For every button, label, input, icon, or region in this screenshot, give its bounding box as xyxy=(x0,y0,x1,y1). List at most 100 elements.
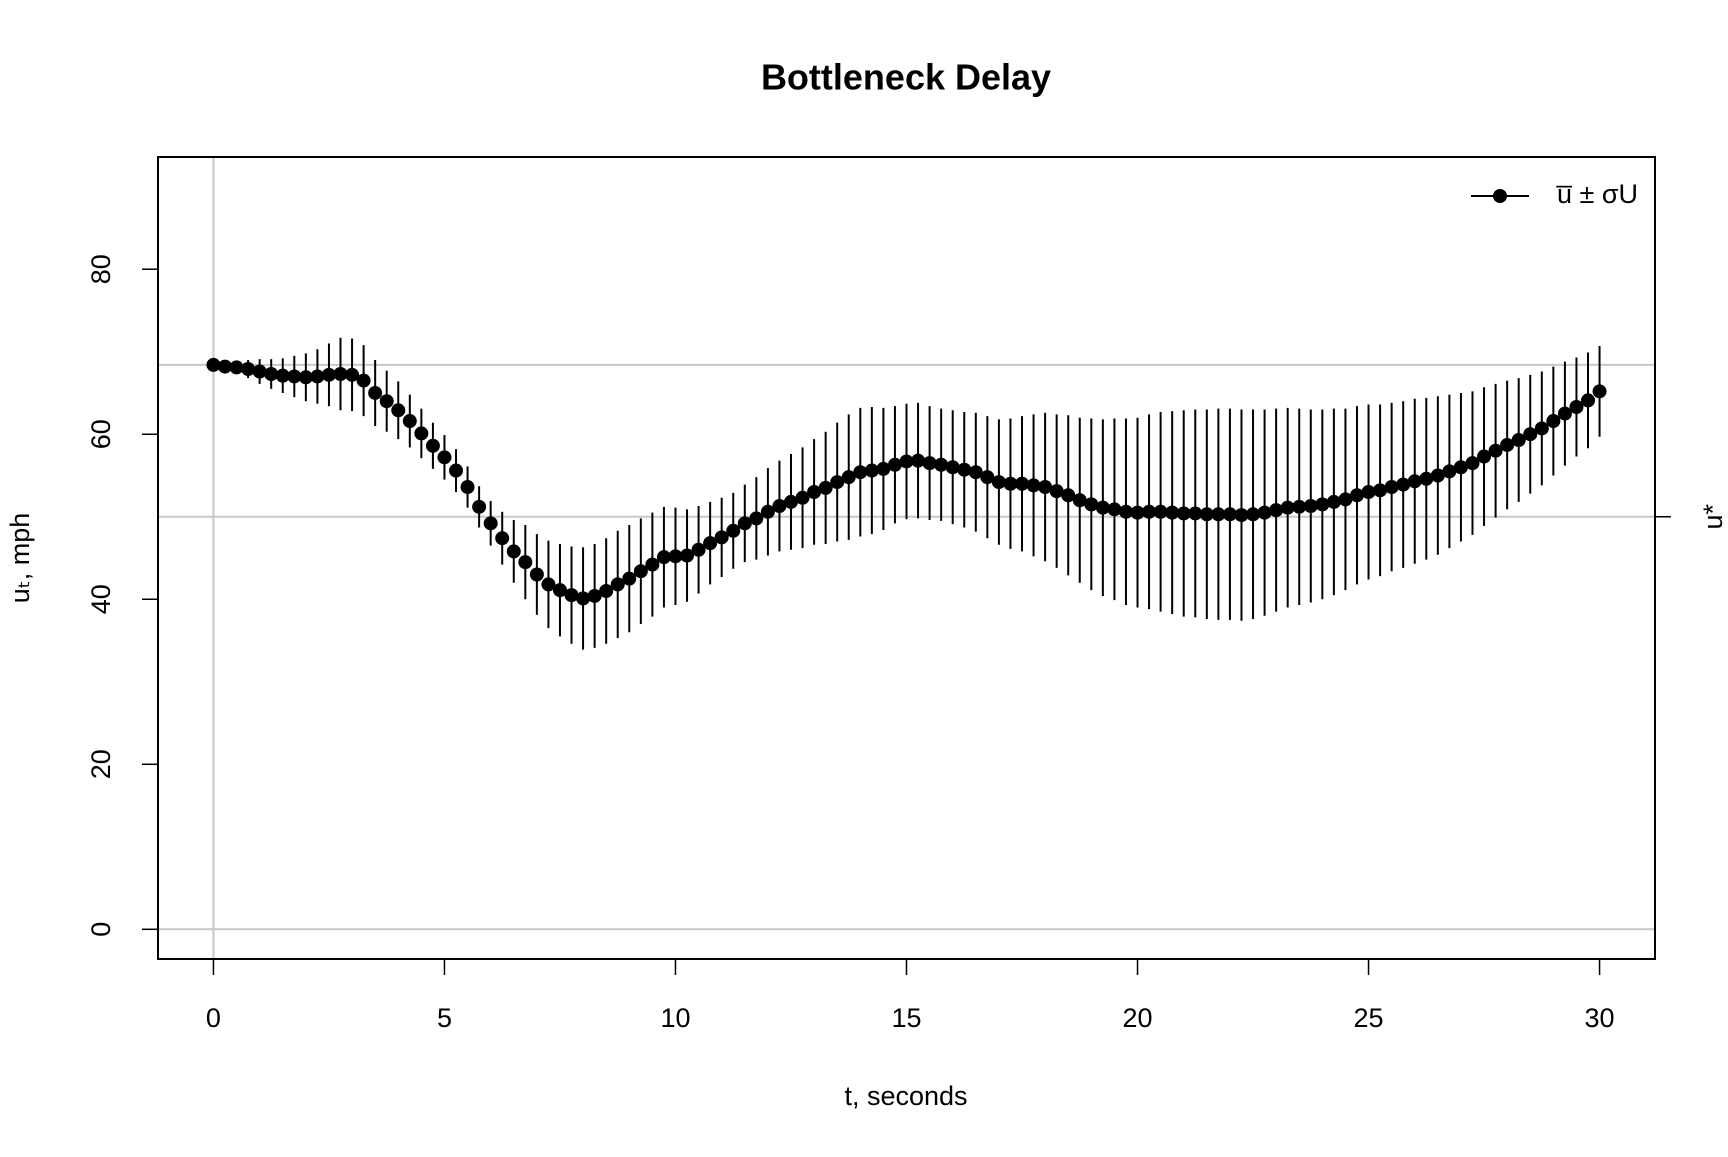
data-point xyxy=(1084,497,1099,512)
data-point xyxy=(275,368,290,383)
data-point xyxy=(1557,406,1572,421)
y-tick-label: 80 xyxy=(86,254,116,284)
data-point xyxy=(1465,456,1480,471)
data-point xyxy=(1592,384,1607,399)
x-tick-label: 20 xyxy=(1122,1003,1152,1033)
data-point xyxy=(633,564,648,579)
data-point xyxy=(425,438,440,453)
data-point xyxy=(1338,492,1353,507)
data-point xyxy=(229,360,244,375)
data-point xyxy=(449,463,464,478)
legend-marker xyxy=(1493,189,1507,203)
data-point xyxy=(1546,414,1561,429)
data-point xyxy=(1176,506,1191,521)
data-point xyxy=(1407,474,1422,489)
data-point xyxy=(599,584,614,599)
data-point xyxy=(1315,497,1330,512)
data-point xyxy=(1453,460,1468,475)
data-point xyxy=(333,367,348,382)
data-point xyxy=(783,494,798,509)
data-point xyxy=(1269,503,1284,518)
data-point xyxy=(818,480,833,495)
data-point xyxy=(656,550,671,565)
data-point xyxy=(541,577,556,592)
data-point xyxy=(1303,499,1318,514)
data-point xyxy=(368,385,383,400)
data-point xyxy=(1257,505,1272,520)
data-point xyxy=(645,557,660,572)
data-point xyxy=(680,548,695,563)
data-point xyxy=(622,571,637,586)
x-tick-label: 15 xyxy=(891,1003,921,1033)
data-point xyxy=(772,499,787,514)
data-point xyxy=(414,426,429,441)
data-point xyxy=(587,588,602,603)
data-point xyxy=(321,367,336,382)
data-point xyxy=(1349,488,1364,503)
data-point xyxy=(1419,471,1434,486)
data-point xyxy=(241,362,256,377)
data-point xyxy=(529,567,544,582)
data-point xyxy=(518,555,533,570)
data-point xyxy=(841,470,856,485)
data-point xyxy=(1326,494,1341,509)
data-point xyxy=(830,475,845,490)
data-point xyxy=(1165,505,1180,520)
data-point xyxy=(610,577,625,592)
data-point xyxy=(1569,400,1584,415)
data-point xyxy=(1396,477,1411,492)
y-tick-label: 40 xyxy=(86,584,116,614)
data-point xyxy=(1072,493,1087,508)
y-tick-label: 20 xyxy=(86,749,116,779)
y-axis-label: uₜ, mph xyxy=(5,513,35,604)
data-point xyxy=(934,457,949,472)
data-point xyxy=(472,499,487,514)
data-point xyxy=(876,461,891,476)
legend-label: u̅ ± σU xyxy=(1556,179,1638,209)
data-point xyxy=(252,364,267,379)
data-point xyxy=(495,531,510,546)
data-point xyxy=(853,465,868,480)
data-point xyxy=(1199,507,1214,522)
data-point xyxy=(1095,500,1110,515)
data-point xyxy=(1523,427,1538,442)
data-point xyxy=(576,591,591,606)
plot-frame xyxy=(157,156,1656,960)
data-point xyxy=(437,450,452,465)
data-point xyxy=(564,588,579,603)
data-point xyxy=(483,516,498,531)
data-point xyxy=(691,542,706,557)
data-point xyxy=(899,454,914,469)
data-point xyxy=(1280,500,1295,515)
data-point xyxy=(1430,468,1445,483)
data-point xyxy=(1500,437,1515,452)
data-point xyxy=(552,583,567,598)
data-point xyxy=(1142,504,1157,519)
data-point xyxy=(887,457,902,472)
data-point xyxy=(310,369,325,384)
data-point xyxy=(1038,480,1053,495)
data-point xyxy=(1118,504,1133,519)
data-point xyxy=(1188,506,1203,521)
data-point xyxy=(1581,393,1596,408)
data-point xyxy=(217,359,232,374)
data-point xyxy=(1049,484,1064,499)
data-point xyxy=(726,523,741,538)
data-point xyxy=(760,504,775,519)
data-point xyxy=(1107,502,1122,517)
data-point xyxy=(1488,443,1503,458)
data-point xyxy=(1442,464,1457,479)
data-point xyxy=(922,456,937,471)
data-point xyxy=(911,453,926,468)
data-point xyxy=(1361,484,1376,499)
data-point xyxy=(945,460,960,475)
data-point xyxy=(714,530,729,545)
data-point xyxy=(264,367,279,382)
data-point xyxy=(379,394,394,409)
data-point xyxy=(206,357,221,372)
data-point xyxy=(287,369,302,384)
data-point xyxy=(1292,499,1307,514)
data-point xyxy=(1534,421,1549,436)
